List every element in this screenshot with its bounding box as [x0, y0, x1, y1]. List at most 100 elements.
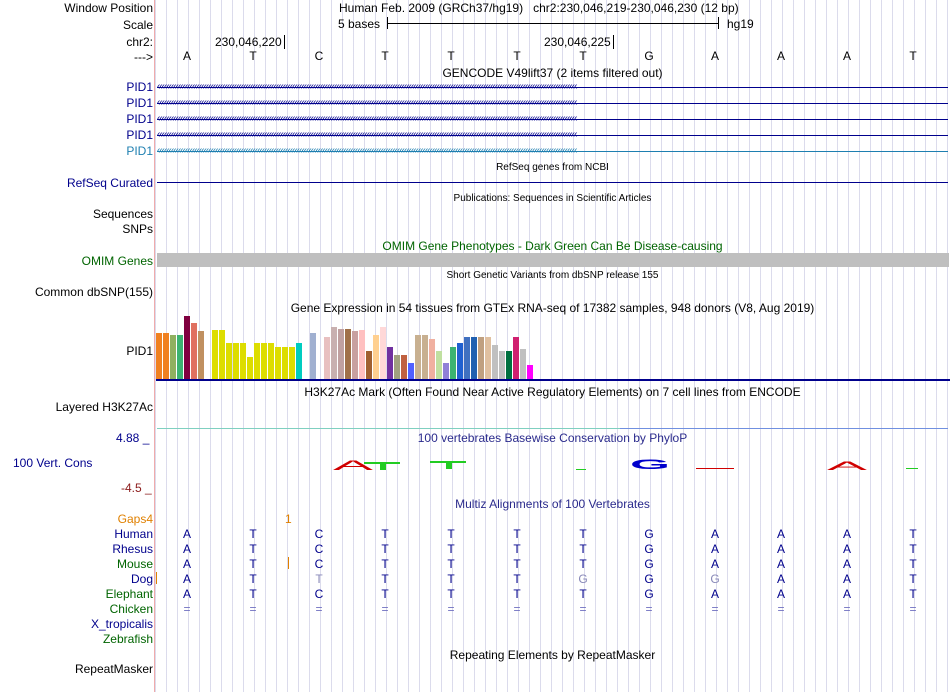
gtex-bar[interactable] — [401, 355, 407, 379]
gtex-bar[interactable] — [485, 337, 491, 379]
gaps-label[interactable]: Gaps4 — [117, 512, 153, 526]
gtex-bar[interactable] — [268, 343, 274, 379]
species-label[interactable]: Dog — [130, 572, 153, 586]
gtex-bar[interactable] — [331, 327, 337, 379]
gtex-bar[interactable] — [450, 347, 456, 379]
gtex-bar[interactable] — [240, 343, 246, 379]
species-label[interactable]: Chicken — [109, 602, 153, 616]
gtex-bar[interactable] — [198, 331, 204, 379]
refseq-title[interactable]: RefSeq genes from NCBI — [496, 162, 609, 173]
gtex-bar[interactable] — [310, 333, 316, 379]
refseq-label[interactable]: RefSeq Curated — [66, 176, 153, 190]
species-label[interactable]: Mouse — [116, 557, 153, 571]
gtex-bar[interactable] — [464, 337, 470, 379]
gtex-bar[interactable] — [254, 343, 260, 379]
publications-title[interactable]: Publications: Sequences in Scientific Ar… — [453, 193, 652, 204]
gencode-transcript-line[interactable]: ‹‹‹‹‹‹‹‹‹‹‹‹‹‹‹‹‹‹‹‹‹‹‹‹‹‹‹‹‹‹‹‹‹‹‹‹‹‹‹‹… — [157, 81, 948, 93]
strand-arrows: ‹‹‹‹‹‹‹‹‹‹‹‹‹‹‹‹‹‹‹‹‹‹‹‹‹‹‹‹‹‹‹‹‹‹‹‹‹‹‹‹… — [157, 97, 577, 108]
gtex-bar[interactable] — [184, 316, 190, 379]
gtex-bar[interactable] — [338, 329, 344, 379]
gencode-item-label[interactable]: PID1 — [126, 128, 153, 142]
gtex-bar[interactable] — [492, 345, 498, 379]
h3k27ac-signal-line-2[interactable] — [620, 428, 948, 429]
gtex-bar-chart[interactable] — [156, 316, 950, 382]
gtex-bar[interactable] — [177, 335, 183, 379]
gtex-label[interactable]: PID1 — [126, 344, 153, 358]
gtex-bar[interactable] — [415, 335, 421, 379]
gtex-bar[interactable] — [289, 347, 295, 379]
gtex-bar[interactable] — [429, 339, 435, 379]
gencode-transcript-line[interactable]: ‹‹‹‹‹‹‹‹‹‹‹‹‹‹‹‹‹‹‹‹‹‹‹‹‹‹‹‹‹‹‹‹‹‹‹‹‹‹‹‹… — [157, 97, 948, 109]
gtex-bar[interactable] — [226, 343, 232, 379]
refseq-feature-line[interactable] — [157, 182, 948, 183]
gtex-bar[interactable] — [282, 347, 288, 379]
gtex-bar[interactable] — [443, 363, 449, 379]
phylop-title[interactable]: 100 vertebrates Basewise Conservation by… — [417, 431, 688, 445]
h3k27ac-label[interactable]: Layered H3K27Ac — [55, 400, 153, 414]
species-label[interactable]: Elephant — [105, 587, 153, 601]
gtex-bar[interactable] — [478, 337, 484, 379]
species-label[interactable]: X_tropicalis — [90, 617, 153, 631]
gtex-bar[interactable] — [156, 333, 162, 379]
gtex-bar[interactable] — [191, 323, 197, 379]
gtex-bar[interactable] — [345, 329, 351, 379]
gencode-item-label[interactable]: PID1 — [126, 144, 153, 158]
gtex-bar[interactable] — [366, 351, 372, 379]
gtex-bar[interactable] — [499, 351, 505, 379]
omim-label[interactable]: OMIM Genes — [81, 254, 153, 268]
gtex-bar[interactable] — [422, 335, 428, 379]
gtex-bar[interactable] — [527, 365, 533, 379]
phylop-logo[interactable]: A G A — [156, 455, 950, 475]
gtex-bar[interactable] — [261, 343, 267, 379]
snps-label[interactable]: SNPs — [122, 222, 153, 236]
omim-feature-bar[interactable] — [157, 253, 949, 267]
h3k27ac-title[interactable]: H3K27Ac Mark (Often Found Near Active Re… — [304, 385, 801, 399]
gtex-bar[interactable] — [324, 337, 330, 379]
repeatmasker-label[interactable]: RepeatMasker — [74, 662, 153, 676]
h3k27ac-signal-line[interactable] — [157, 428, 948, 429]
gtex-title[interactable]: Gene Expression in 54 tissues from GTEx … — [290, 301, 815, 315]
gtex-bar[interactable] — [506, 351, 512, 379]
gtex-bar[interactable] — [219, 330, 225, 379]
multiz-title[interactable]: Multiz Alignments of 100 Vertebrates — [455, 497, 650, 511]
repeatmasker-title[interactable]: Repeating Elements by RepeatMasker — [449, 648, 656, 662]
gtex-bar[interactable] — [373, 335, 379, 379]
gtex-bar[interactable] — [457, 343, 463, 379]
species-label[interactable]: Rhesus — [112, 542, 153, 556]
alignment-base: = — [381, 602, 389, 616]
gtex-bar[interactable] — [471, 337, 477, 379]
gtex-bar[interactable] — [212, 330, 218, 379]
species-label[interactable]: Zebrafish — [102, 632, 153, 646]
label-divider[interactable] — [154, 0, 155, 692]
gtex-bar[interactable] — [520, 349, 526, 379]
gtex-bar[interactable] — [233, 343, 239, 379]
gtex-bar[interactable] — [394, 355, 400, 379]
species-label[interactable]: Human — [114, 527, 153, 541]
position-readout[interactable]: chr2:230,046,219-230,046,230 (12 bp) — [533, 1, 739, 15]
gtex-bar[interactable] — [380, 327, 386, 379]
gencode-transcript-line[interactable]: ‹‹‹‹‹‹‹‹‹‹‹‹‹‹‹‹‹‹‹‹‹‹‹‹‹‹‹‹‹‹‹‹‹‹‹‹‹‹‹‹… — [157, 145, 948, 157]
gtex-bar[interactable] — [436, 351, 442, 379]
gencode-title[interactable]: GENCODE V49lift37 (2 items filtered out) — [442, 66, 663, 80]
gtex-bar[interactable] — [247, 357, 253, 379]
gtex-bar[interactable] — [387, 347, 393, 379]
gencode-item-label[interactable]: PID1 — [126, 96, 153, 110]
dbsnp-title[interactable]: Short Genetic Variants from dbSNP releas… — [446, 270, 659, 281]
gtex-bar[interactable] — [408, 363, 414, 379]
gtex-bar[interactable] — [352, 331, 358, 379]
gencode-item-label[interactable]: PID1 — [126, 80, 153, 94]
alignment-base: T — [447, 527, 455, 541]
gtex-bar[interactable] — [163, 333, 169, 379]
phylop-label[interactable]: 100 Vert. Cons — [13, 456, 93, 470]
sequences-label[interactable]: Sequences — [92, 207, 153, 221]
gencode-item-label[interactable]: PID1 — [126, 112, 153, 126]
dbsnp-label[interactable]: Common dbSNP(155) — [34, 285, 153, 299]
omim-title[interactable]: OMIM Gene Phenotypes - Dark Green Can Be… — [382, 239, 723, 253]
gtex-bar[interactable] — [275, 347, 281, 379]
gencode-transcript-line[interactable]: ‹‹‹‹‹‹‹‹‹‹‹‹‹‹‹‹‹‹‹‹‹‹‹‹‹‹‹‹‹‹‹‹‹‹‹‹‹‹‹‹… — [157, 113, 948, 125]
gtex-bar[interactable] — [513, 337, 519, 379]
gtex-bar[interactable] — [296, 343, 302, 379]
gencode-transcript-line[interactable]: ‹‹‹‹‹‹‹‹‹‹‹‹‹‹‹‹‹‹‹‹‹‹‹‹‹‹‹‹‹‹‹‹‹‹‹‹‹‹‹‹… — [157, 129, 948, 141]
gtex-bar[interactable] — [359, 330, 365, 379]
gtex-bar[interactable] — [170, 335, 176, 379]
